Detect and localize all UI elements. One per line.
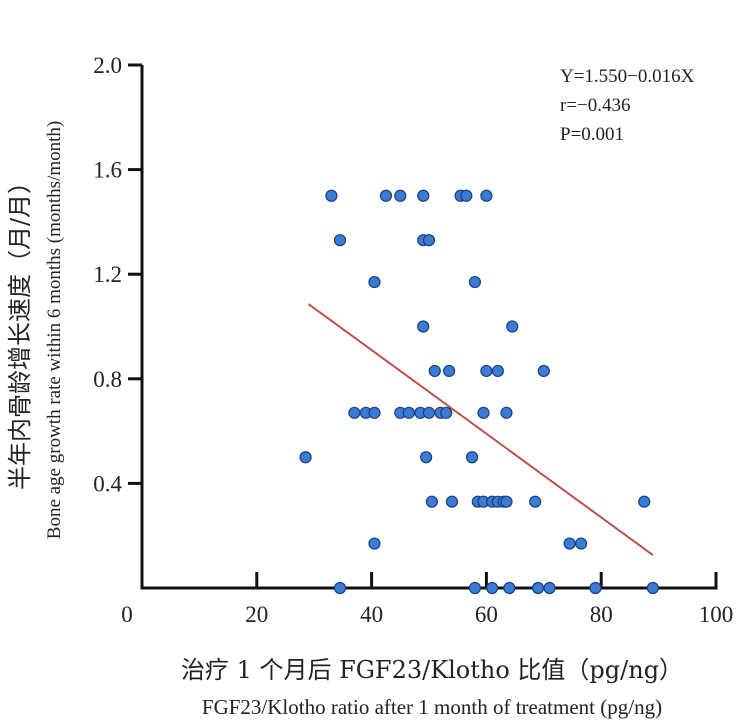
y-tick-label: 1.6 (93, 158, 122, 183)
data-point (417, 320, 430, 333)
data-point (500, 406, 513, 419)
x-axis-label-chinese: 治疗 1 个月后 FGF23/Klotho 比值（pg/ng） (181, 656, 683, 684)
data-point (646, 581, 659, 595)
data-point (368, 275, 381, 289)
x-tick-label: 0 (121, 602, 133, 627)
data-point (440, 406, 453, 419)
axes: 0.4 0.8 1.2 1.6 2.0 0 20 40 60 80 100 (93, 53, 733, 627)
x-tick-label: 20 (245, 602, 268, 627)
data-point (480, 364, 493, 378)
data-point (402, 406, 416, 419)
data-point (299, 451, 312, 464)
regression-equation: Y=1.550−0.016X (560, 66, 695, 87)
correlation-r: r=−0.436 (560, 95, 631, 116)
data-point (503, 581, 516, 595)
data-point (465, 451, 479, 464)
data-point (425, 495, 438, 508)
data-point (506, 320, 519, 333)
data-point (333, 234, 347, 247)
data-point (537, 364, 550, 378)
data-point (422, 406, 436, 419)
data-point (442, 364, 456, 378)
x-tick-label: 40 (360, 602, 383, 627)
y-tick-label: 0.4 (93, 471, 122, 496)
data-point (543, 581, 556, 595)
data-point (589, 581, 602, 595)
y-tick-label: 1.2 (93, 262, 122, 287)
data-point (468, 275, 482, 289)
data-point (368, 537, 381, 550)
data-point (460, 189, 473, 202)
data-point (480, 189, 493, 202)
data-point (428, 364, 441, 378)
data-point (333, 581, 347, 595)
data-point (491, 364, 504, 378)
data-point (417, 189, 430, 202)
p-value: P=0.001 (560, 124, 624, 145)
data-point (477, 406, 490, 419)
data-point (394, 189, 407, 202)
data-point (348, 406, 361, 419)
regression-line-group (307, 303, 654, 556)
regression-line (307, 303, 654, 556)
data-point (420, 451, 433, 464)
data-point (531, 581, 545, 595)
data-point (325, 189, 338, 202)
data-point (575, 537, 588, 550)
data-point (422, 234, 436, 247)
x-axis-label-english: FGF23/Klotho ratio after 1 month of trea… (202, 695, 662, 719)
y-tick-label: 2.0 (93, 53, 122, 78)
data-point (368, 406, 381, 419)
data-point (486, 581, 499, 595)
x-tick-label: 60 (475, 602, 498, 627)
y-tick-label: 0.8 (93, 367, 122, 392)
x-tick-label: 80 (590, 602, 613, 627)
data-point (500, 495, 513, 508)
data-point (638, 495, 651, 508)
data-points (299, 189, 659, 595)
data-point (445, 495, 459, 508)
y-axis-label-chinese: 半年内骨龄增长速度（月/月） (6, 170, 34, 490)
data-point (529, 495, 542, 508)
data-point (468, 581, 482, 595)
y-axis-label-english: Bone age growth rate within 6 months (mo… (44, 121, 65, 539)
data-point (379, 189, 393, 202)
x-tick-label: 100 (699, 602, 734, 627)
data-point (563, 537, 576, 550)
